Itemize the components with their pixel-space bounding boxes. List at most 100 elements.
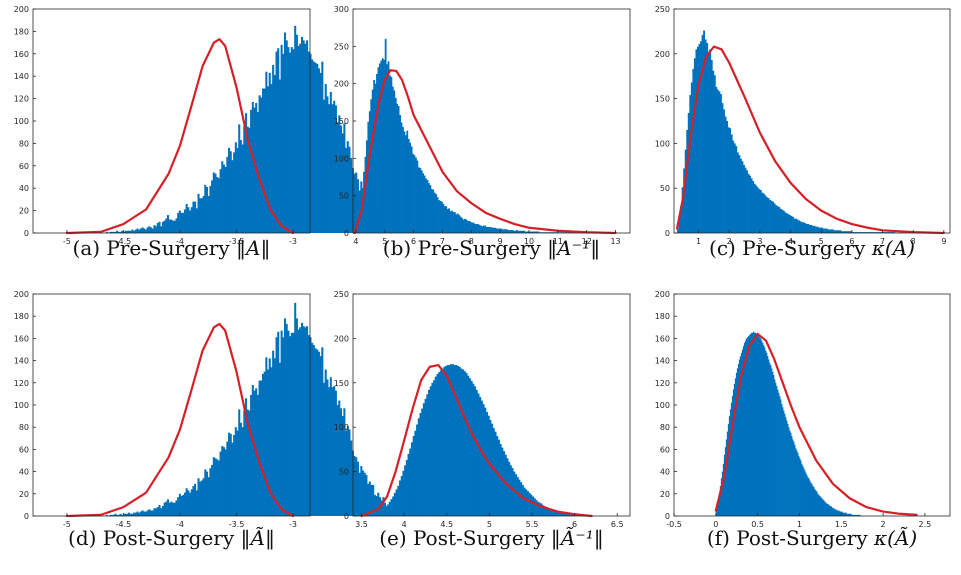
histogram-bar — [172, 220, 175, 233]
histogram-bar — [491, 227, 494, 233]
histogram-bar — [239, 422, 242, 516]
histogram-bar — [146, 510, 149, 516]
histogram-bar — [796, 450, 798, 516]
histogram-bar — [743, 342, 746, 516]
histogram-bar — [200, 198, 203, 233]
histogram-bar — [214, 173, 217, 233]
y-tick-label: 0 — [24, 512, 29, 521]
x-tick-label: 8 — [911, 237, 916, 246]
histogram-bar — [793, 441, 795, 516]
histogram-bar — [761, 192, 764, 233]
histogram-bar — [752, 181, 755, 233]
histogram-bar — [161, 506, 164, 516]
histogram-bar — [151, 510, 154, 516]
y-tick-label: 160 — [14, 50, 29, 59]
histogram-bar — [217, 460, 220, 516]
histogram-bar — [429, 386, 432, 516]
histogram-bar — [333, 386, 336, 516]
histogram-bar — [136, 228, 139, 233]
histogram-bar — [407, 138, 410, 233]
y-tick-label: 60 — [19, 445, 29, 454]
x-tick-label: 2 — [881, 520, 886, 529]
histogram-bar — [845, 231, 848, 233]
histogram-bar — [295, 318, 298, 516]
x-tick-label: 10 — [524, 237, 534, 246]
histogram-bar — [718, 91, 721, 234]
histogram-bar — [461, 218, 463, 233]
histogram-bar — [336, 405, 339, 516]
histogram-bar — [455, 365, 458, 516]
histogram-bar — [733, 143, 736, 233]
histogram-bar — [363, 171, 365, 233]
histogram-bar — [504, 229, 507, 233]
histogram-bar — [789, 430, 791, 516]
caption-math: ‖A‖ — [236, 236, 271, 260]
histogram-bar — [724, 447, 727, 516]
histogram-bar — [504, 454, 507, 516]
histogram-bar — [749, 175, 752, 233]
histogram-bar — [815, 490, 817, 516]
histogram-bar — [314, 62, 317, 234]
x-tick-label: 3 — [757, 237, 762, 246]
histogram-bar — [802, 222, 805, 233]
histogram-bar — [817, 493, 819, 516]
histogram-bar — [228, 147, 231, 233]
histogram-bar — [843, 512, 845, 516]
histogram-bar — [261, 373, 264, 516]
histogram-bar — [858, 514, 860, 516]
histogram-bar — [847, 231, 850, 233]
histogram-bar — [109, 514, 112, 516]
histogram-bar — [807, 224, 810, 233]
histogram-bar — [700, 41, 702, 234]
histogram-bar — [226, 441, 229, 516]
histogram-bar — [365, 474, 368, 516]
histogram-bar — [773, 203, 776, 233]
histogram-bar — [224, 449, 227, 516]
histogram-bar — [524, 231, 527, 233]
histogram-bar — [323, 382, 326, 516]
histogram-bar — [136, 511, 139, 516]
histogram-bar — [564, 513, 567, 516]
histogram-bar — [724, 116, 727, 233]
histogram-bar — [424, 398, 427, 516]
histogram-bar — [229, 433, 232, 516]
histogram-bar — [122, 513, 125, 516]
histogram-bar — [156, 507, 159, 516]
histogram-bar — [353, 456, 356, 516]
histogram-bar — [403, 131, 406, 233]
histogram-bar — [339, 408, 343, 516]
histogram-bar — [560, 512, 564, 516]
histogram-bar — [446, 365, 449, 516]
histogram-bar — [463, 371, 466, 516]
histogram-bar — [229, 151, 232, 233]
histogram-bar — [331, 104, 334, 233]
histogram-bar — [368, 111, 371, 233]
histogram-bar — [474, 224, 476, 233]
histogram-bar — [475, 224, 478, 233]
histogram-bar — [871, 232, 874, 233]
histogram-bar — [416, 160, 419, 233]
histogram-bar — [703, 30, 706, 233]
histogram-bar — [346, 141, 349, 233]
histogram-bar — [792, 439, 794, 516]
y-tick-label: 140 — [655, 357, 670, 366]
histogram-bar — [156, 222, 159, 233]
histogram-bar — [263, 371, 266, 516]
histogram-bar — [533, 498, 536, 516]
histogram-bar — [260, 380, 263, 516]
histogram-bar — [172, 502, 175, 516]
y-tick-label: 140 — [14, 357, 29, 366]
histogram-bar — [754, 332, 757, 516]
histogram-bar — [380, 60, 383, 233]
histogram-bar — [121, 514, 124, 516]
histogram-bar — [114, 231, 117, 233]
histogram-bar — [343, 123, 346, 233]
histogram-bar — [784, 212, 787, 233]
x-tick-label: 1.5 — [835, 520, 848, 529]
histogram-bar — [764, 195, 767, 233]
x-tick-label: 6 — [411, 237, 416, 246]
histogram-bar — [810, 224, 813, 233]
histogram-bar — [248, 410, 251, 516]
